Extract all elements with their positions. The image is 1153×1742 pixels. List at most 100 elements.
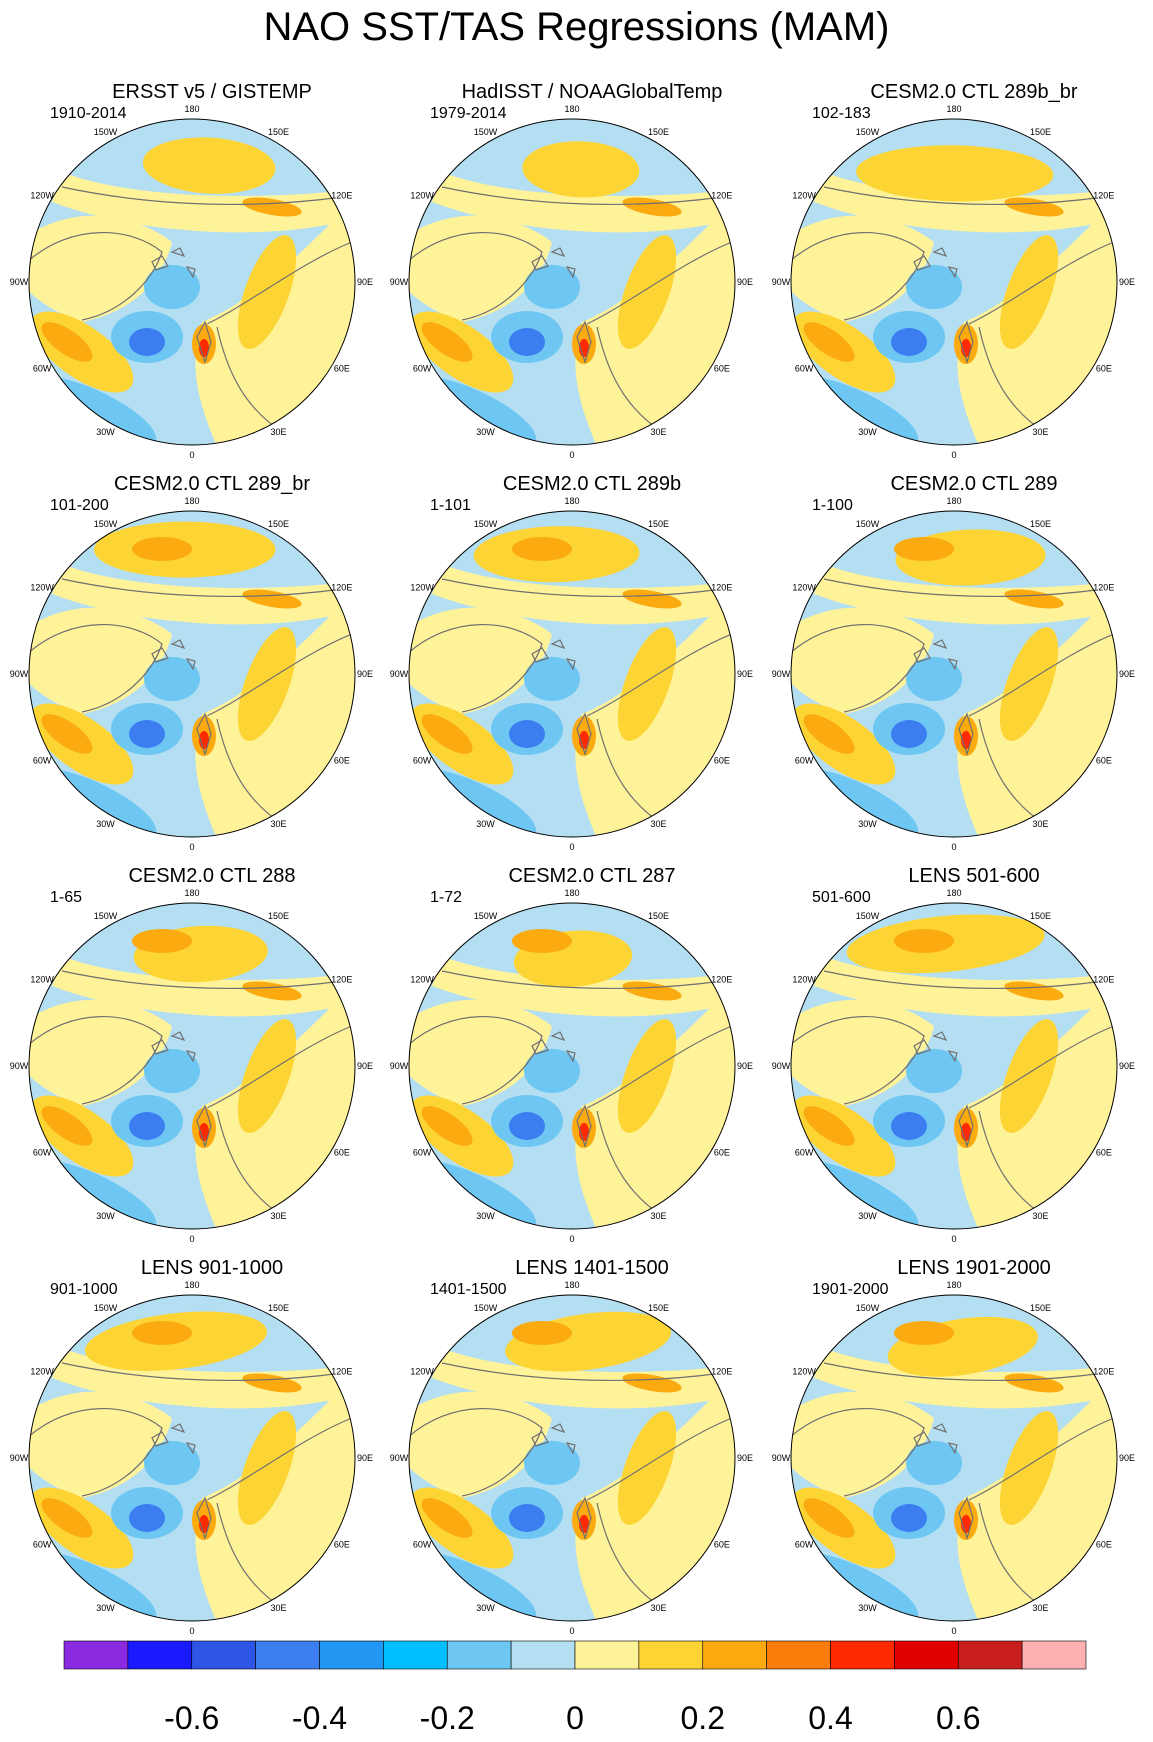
- map-boundary: [408, 1294, 736, 1622]
- lon-label-right-lower-1: 60E: [1096, 1148, 1112, 1158]
- coastlines: [29, 1362, 353, 1621]
- anomaly-arctic: [144, 1441, 200, 1485]
- lon-label-left-upper-1: 120W: [30, 583, 54, 593]
- anomaly-atlantic-core: [803, 714, 855, 754]
- coastlines: [29, 186, 353, 445]
- anomaly-pacific-core: [894, 1321, 954, 1345]
- panel-years: 1-65: [50, 889, 83, 906]
- lon-label-right-lower-2: 30E: [650, 819, 666, 829]
- land-band: [52, 1348, 342, 1409]
- lon-label-left-mid: 90W: [772, 1453, 791, 1463]
- anomaly-eurasia-warm: [237, 1411, 297, 1525]
- lon-label-right-mid: 90E: [1119, 1453, 1135, 1463]
- map-panel: 180 150E 120E 90E 60E 30E 0 30W 60W 90W 120W 150W CE…: [390, 472, 784, 862]
- lon-label-bottom: 0: [951, 1626, 956, 1636]
- lon-label-right-upper-1: 120E: [331, 191, 352, 201]
- lon-label-left-upper-1: 120W: [30, 191, 54, 201]
- map-panel: 180 150E 120E 90E 60E 30E 0 30W 60W 90W 120W 150W CE…: [10, 864, 404, 1254]
- anomaly-eurasia-warm: [237, 1019, 297, 1133]
- anomaly-siberia-coast: [1004, 589, 1064, 609]
- lon-label-left-lower-2: 30W: [858, 1211, 877, 1221]
- lon-label-right-lower-1: 60E: [1096, 1540, 1112, 1550]
- lon-label-right-lower-1: 60E: [714, 1540, 730, 1550]
- lon-label-right-upper-1: 120E: [1093, 975, 1114, 985]
- anomaly-subpolar-cold: [509, 1504, 545, 1532]
- panel-years: 1910-2014: [50, 105, 127, 122]
- colorbar-tick: 0.2: [680, 1700, 725, 1736]
- anomaly-atlantic-core: [41, 714, 93, 754]
- lon-label-right-lower-2: 30E: [650, 1211, 666, 1221]
- lon-label-right-upper-2: 150E: [1030, 1303, 1051, 1313]
- map-boundary: [790, 118, 1118, 446]
- map-panel: 180 150E 120E 90E 60E 30E 0 30W 60W 90W 120W 150W CE…: [772, 80, 1153, 470]
- lon-label-right-upper-1: 120E: [1093, 583, 1114, 593]
- lon-label-left-upper-1: 120W: [792, 583, 816, 593]
- lon-label-right-upper-1: 120E: [711, 583, 732, 593]
- anomaly-arctic: [524, 265, 580, 309]
- lon-label-top: 180: [946, 1280, 961, 1290]
- panel-title: LENS 1401-1500: [515, 1257, 669, 1279]
- lon-label-left-mid: 90W: [390, 669, 409, 679]
- anomaly-atlantic-core: [41, 322, 93, 362]
- lon-label-right-lower-2: 30E: [1032, 1211, 1048, 1221]
- anomaly-eurasia-warm: [999, 627, 1059, 741]
- map-boundary: [408, 118, 736, 446]
- anomaly-eurasia-warm: [617, 1411, 677, 1525]
- anomaly-atlantic-core: [803, 322, 855, 362]
- lon-label-left-lower-1: 60W: [33, 1540, 52, 1550]
- lon-label-right-upper-1: 120E: [331, 1367, 352, 1377]
- panel-years: 1401-1500: [430, 1281, 507, 1298]
- anomaly-pacific-core: [512, 1321, 572, 1345]
- lon-label-top: 180: [564, 104, 579, 114]
- anomaly-eurasia-warm: [617, 235, 677, 349]
- panel-title: CESM2.0 CTL 288: [128, 865, 296, 887]
- anomaly-siberia-coast: [242, 981, 302, 1001]
- lon-label-left-lower-1: 60W: [33, 1148, 52, 1158]
- map-panel: 180 150E 120E 90E 60E 30E 0 30W 60W 90W 120W 150W LE…: [10, 1256, 404, 1646]
- panel-title: LENS 1901-2000: [897, 1257, 1051, 1279]
- map-boundary: [28, 510, 356, 838]
- lon-label-bottom: 0: [569, 450, 574, 460]
- lon-label-right-upper-2: 150E: [268, 127, 289, 137]
- lon-label-left-lower-2: 30W: [96, 1603, 115, 1613]
- anomaly-subpolar-cold: [509, 328, 545, 356]
- lon-label-left-upper-1: 120W: [410, 975, 434, 985]
- lon-label-right-lower-1: 60E: [334, 756, 350, 766]
- map-panel: 180 150E 120E 90E 60E 30E 0 30W 60W 90W 120W 150W LE…: [772, 864, 1153, 1254]
- anomaly-pacific-core: [512, 537, 572, 561]
- anomaly-atlantic-core: [803, 1106, 855, 1146]
- lon-label-left-lower-2: 30W: [476, 1211, 495, 1221]
- map-boundary: [790, 1294, 1118, 1622]
- lon-label-right-upper-1: 120E: [711, 975, 732, 985]
- lon-label-right-mid: 90E: [1119, 277, 1135, 287]
- panel-years: 1979-2014: [430, 105, 507, 122]
- polar-map: 180 150E 120E 90E 60E 30E 0 30W 60W 90W 120W 150W: [772, 1280, 1135, 1636]
- lon-label-right-lower-2: 30E: [270, 427, 286, 437]
- lon-label-right-lower-1: 60E: [1096, 364, 1112, 374]
- map-panel: 180 150E 120E 90E 60E 30E 0 30W 60W 90W 120W 150W LE…: [772, 1256, 1153, 1646]
- lon-label-top: 180: [564, 1280, 579, 1290]
- anomaly-eurasia-warm: [999, 1019, 1059, 1133]
- lon-label-left-mid: 90W: [772, 669, 791, 679]
- lon-label-right-upper-2: 150E: [1030, 911, 1051, 921]
- lon-label-left-lower-1: 60W: [413, 756, 432, 766]
- anomaly-siberia-coast: [242, 197, 302, 217]
- lon-label-left-upper-2: 150W: [474, 519, 498, 529]
- lon-label-bottom: 0: [569, 1626, 574, 1636]
- lon-label-left-lower-1: 60W: [413, 364, 432, 374]
- panel-title: HadISST / NOAAGlobalTemp: [461, 81, 723, 103]
- lon-label-right-upper-1: 120E: [711, 1367, 732, 1377]
- anomaly-siberia-coast: [1004, 1373, 1064, 1393]
- lon-label-right-lower-2: 30E: [270, 1211, 286, 1221]
- figure-title: NAO SST/TAS Regressions (MAM): [263, 5, 890, 49]
- panel-title: LENS 901-1000: [140, 1257, 284, 1279]
- lon-label-left-mid: 90W: [390, 1453, 409, 1463]
- lon-label-left-upper-2: 150W: [94, 519, 118, 529]
- colorbar-tick: -0.6: [164, 1700, 220, 1736]
- panel-years: 1-101: [430, 497, 471, 514]
- colorbar-tick: 0: [566, 1700, 584, 1736]
- lon-label-top: 180: [564, 888, 579, 898]
- anomaly-pacific-core: [512, 929, 572, 953]
- lon-label-left-mid: 90W: [390, 277, 409, 287]
- lon-label-left-upper-2: 150W: [474, 1303, 498, 1313]
